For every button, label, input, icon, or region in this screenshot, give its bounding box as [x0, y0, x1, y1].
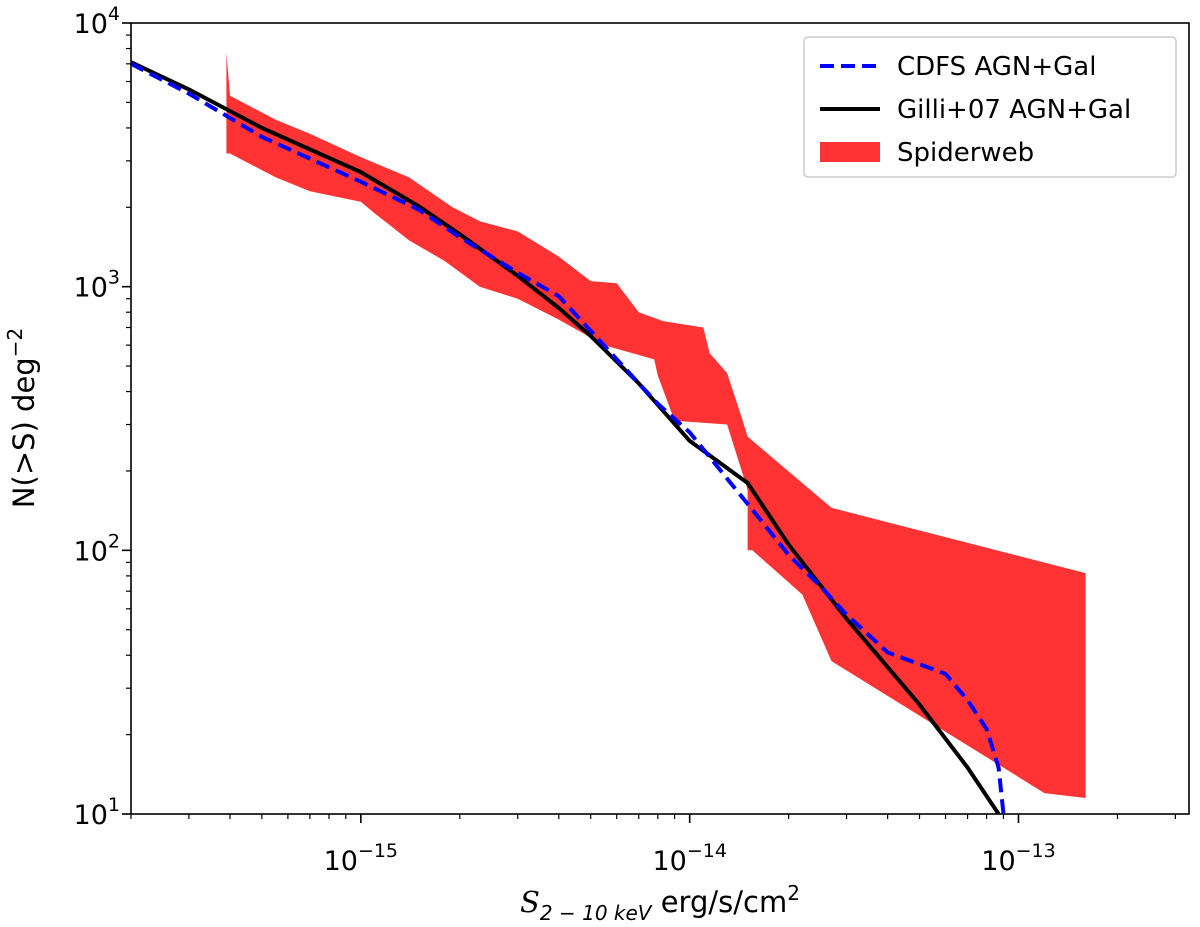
y-axis-label: N(>S) deg−2: [3, 328, 41, 508]
x-tick-label-1e-15: 10−15: [324, 840, 398, 877]
x-tick-label-1e-14: 10−14: [652, 840, 726, 877]
x-tick-label-1e-13: 10−13: [981, 840, 1055, 877]
y-tick-label-10: 101: [74, 794, 120, 831]
plot-layer: [131, 52, 1086, 814]
legend-label-gilli: Gilli+07 AGN+Gal: [897, 95, 1131, 125]
legend-label-spiderweb: Spiderweb: [897, 138, 1034, 168]
legend-swatch-spiderweb: [820, 142, 880, 162]
y-tick-label-10000: 104: [74, 3, 120, 40]
legend-label-cdfs: CDFS AGN+Gal: [897, 52, 1096, 82]
y-tick-label-100: 102: [74, 530, 120, 567]
tick-layer: [122, 22, 1176, 823]
y-tick-label-1000: 103: [74, 267, 120, 304]
series-spiderweb-band: [226, 52, 1086, 798]
axes-frame: [130, 22, 1190, 815]
legend-box: [803, 36, 1177, 178]
legend: CDFS AGN+Gal Gilli+07 AGN+Gal Spiderweb: [803, 36, 1177, 178]
x-axis-label: S2 − 10 keV erg/s/cm2: [520, 881, 800, 925]
series-cdfs-line: [131, 62, 1006, 814]
series-gilli-line: [131, 60, 1001, 814]
